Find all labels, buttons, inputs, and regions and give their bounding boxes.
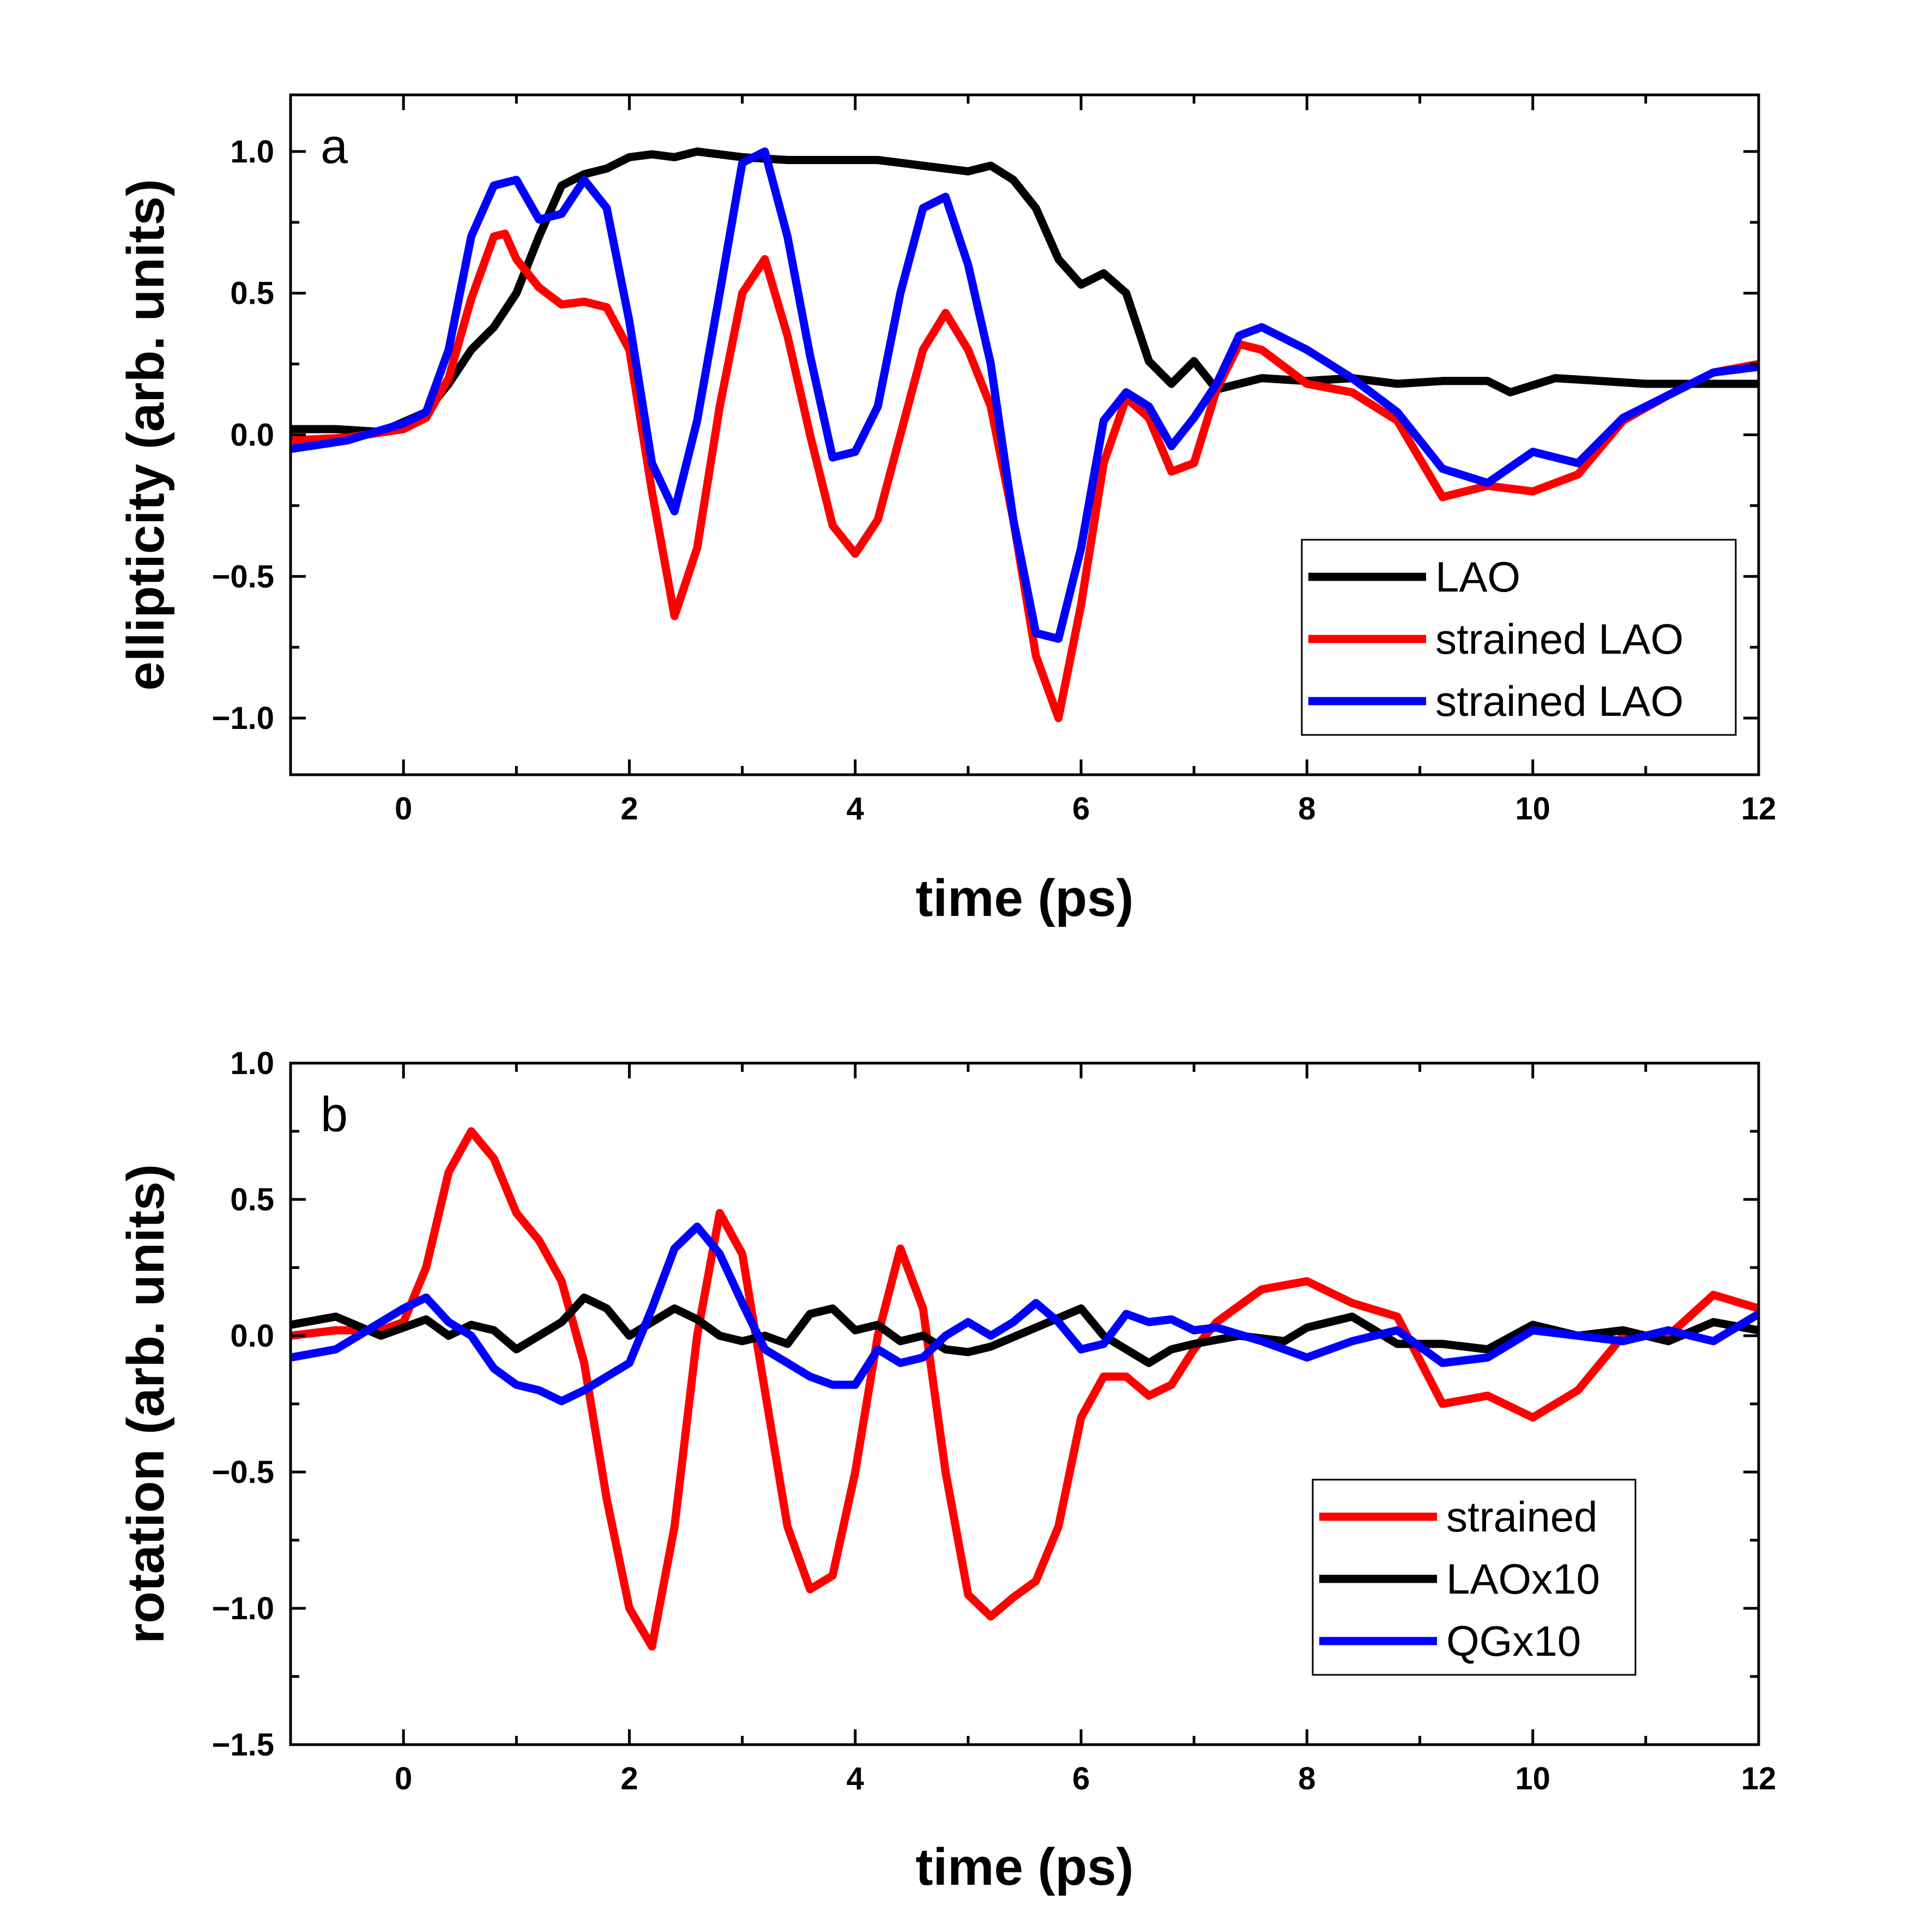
x-tick-label: 8 [1298,791,1315,827]
legend: strained LAOx10 QGx10 [1312,1479,1637,1676]
legend-entry: strained [1446,1493,1598,1541]
legend: LAO strained LAO strained LAO [1301,539,1737,736]
x-tick-label: 2 [620,1761,638,1796]
legend-entry: strained LAO [1435,615,1683,663]
y-tick-label: 0.0 [230,418,274,453]
x-tick-label: 6 [1072,1761,1090,1796]
x-tick-label: 10 [1515,791,1550,827]
x-tick-label: 10 [1515,1761,1550,1796]
y-tick-label: −0.5 [212,1455,275,1490]
x-axis-title: time (ps) [915,1838,1133,1896]
plot-area [291,147,1759,722]
series-line-3 [291,147,1759,643]
series-line-1 [291,147,1759,436]
x-tick-label: 2 [620,791,638,827]
series-line-2 [291,230,1759,722]
series-line-1 [291,1127,1759,1651]
plot-area [291,1127,1759,1651]
y-tick-label: 0.5 [230,276,274,311]
panel-a: 0 2 4 6 8 10 12 −1.0 −0.5 0.0 0.5 1.0 time (ps) ellip… [117,93,1777,927]
panel-b: 0 2 4 6 8 10 12 −1.5 −1.0 −0.5 0.0 0.5 1.0 time (ps) r… [117,1046,1776,1896]
y-tick-label: 1.0 [230,1046,274,1081]
x-tick-label: 8 [1298,1761,1315,1796]
x-tick-label: 6 [1072,791,1090,827]
x-tick-label: 12 [1741,791,1777,827]
y-tick-label: −1.0 [212,701,275,736]
legend-entry: QGx10 [1446,1617,1581,1665]
y-tick-label: 0.0 [230,1318,274,1354]
legend-entry: LAO [1435,553,1520,601]
y-tick-label: −1.0 [212,1591,275,1626]
x-tick-label: 4 [847,791,864,827]
legend-entry: strained LAO [1435,677,1683,725]
y-tick-label: 0.5 [230,1182,274,1217]
x-tick-label: 0 [395,791,412,827]
series-line-3 [291,1222,1759,1406]
x-axis-title: time (ps) [915,869,1133,927]
x-tick-label: 4 [847,1761,864,1796]
y-tick-label: −0.5 [212,559,275,594]
legend-entry: LAOx10 [1446,1555,1600,1603]
y-tick-label: 1.0 [230,134,274,170]
y-tick-label: −1.5 [212,1727,275,1763]
y-axis-title: rotation (arb. units) [117,1164,175,1644]
panel-label: b [321,1088,348,1142]
y-axis-title: ellipticity (arb. units) [117,179,175,691]
series-line-2 [291,1293,1759,1367]
x-tick-label: 12 [1741,1761,1777,1796]
x-tick-label: 0 [395,1761,412,1796]
panel-label: a [321,119,348,174]
